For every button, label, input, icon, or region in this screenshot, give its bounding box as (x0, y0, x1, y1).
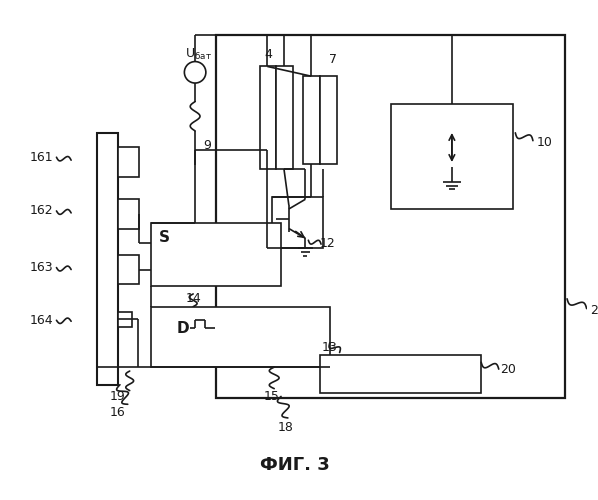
Text: 20: 20 (501, 362, 517, 376)
Text: 12: 12 (320, 236, 335, 250)
Bar (260, 66, 276, 169)
Bar (118, 255, 139, 284)
Text: 15: 15 (263, 390, 279, 403)
Text: 9: 9 (203, 139, 210, 152)
Bar (276, 66, 293, 169)
Text: 18: 18 (278, 421, 294, 434)
Text: U$_{\mathregular{бат}}$: U$_{\mathregular{бат}}$ (185, 47, 212, 62)
Text: 4: 4 (264, 48, 272, 61)
Bar (118, 199, 139, 228)
Bar (118, 148, 139, 177)
Text: 13: 13 (322, 341, 338, 354)
Bar (216, 35, 565, 399)
Text: 10: 10 (536, 136, 553, 149)
Bar (320, 76, 337, 164)
Bar (151, 306, 330, 367)
Text: 7: 7 (329, 53, 337, 66)
Bar (391, 104, 514, 209)
Text: 19: 19 (110, 390, 126, 403)
Text: 14: 14 (185, 292, 201, 306)
Text: D: D (176, 320, 189, 336)
Bar (96, 133, 118, 384)
Text: 16: 16 (110, 406, 126, 418)
Text: S: S (159, 230, 170, 245)
Bar (320, 356, 481, 393)
Text: 161: 161 (30, 150, 54, 164)
Text: ФИГ. 3: ФИГ. 3 (260, 456, 329, 474)
Text: 164: 164 (30, 314, 54, 327)
Bar (151, 222, 281, 286)
Text: 2: 2 (590, 304, 598, 317)
Text: 163: 163 (30, 261, 54, 274)
Circle shape (184, 62, 206, 83)
Text: 162: 162 (30, 204, 54, 218)
Bar (118, 312, 132, 327)
Bar (304, 76, 320, 164)
Bar (272, 198, 323, 248)
